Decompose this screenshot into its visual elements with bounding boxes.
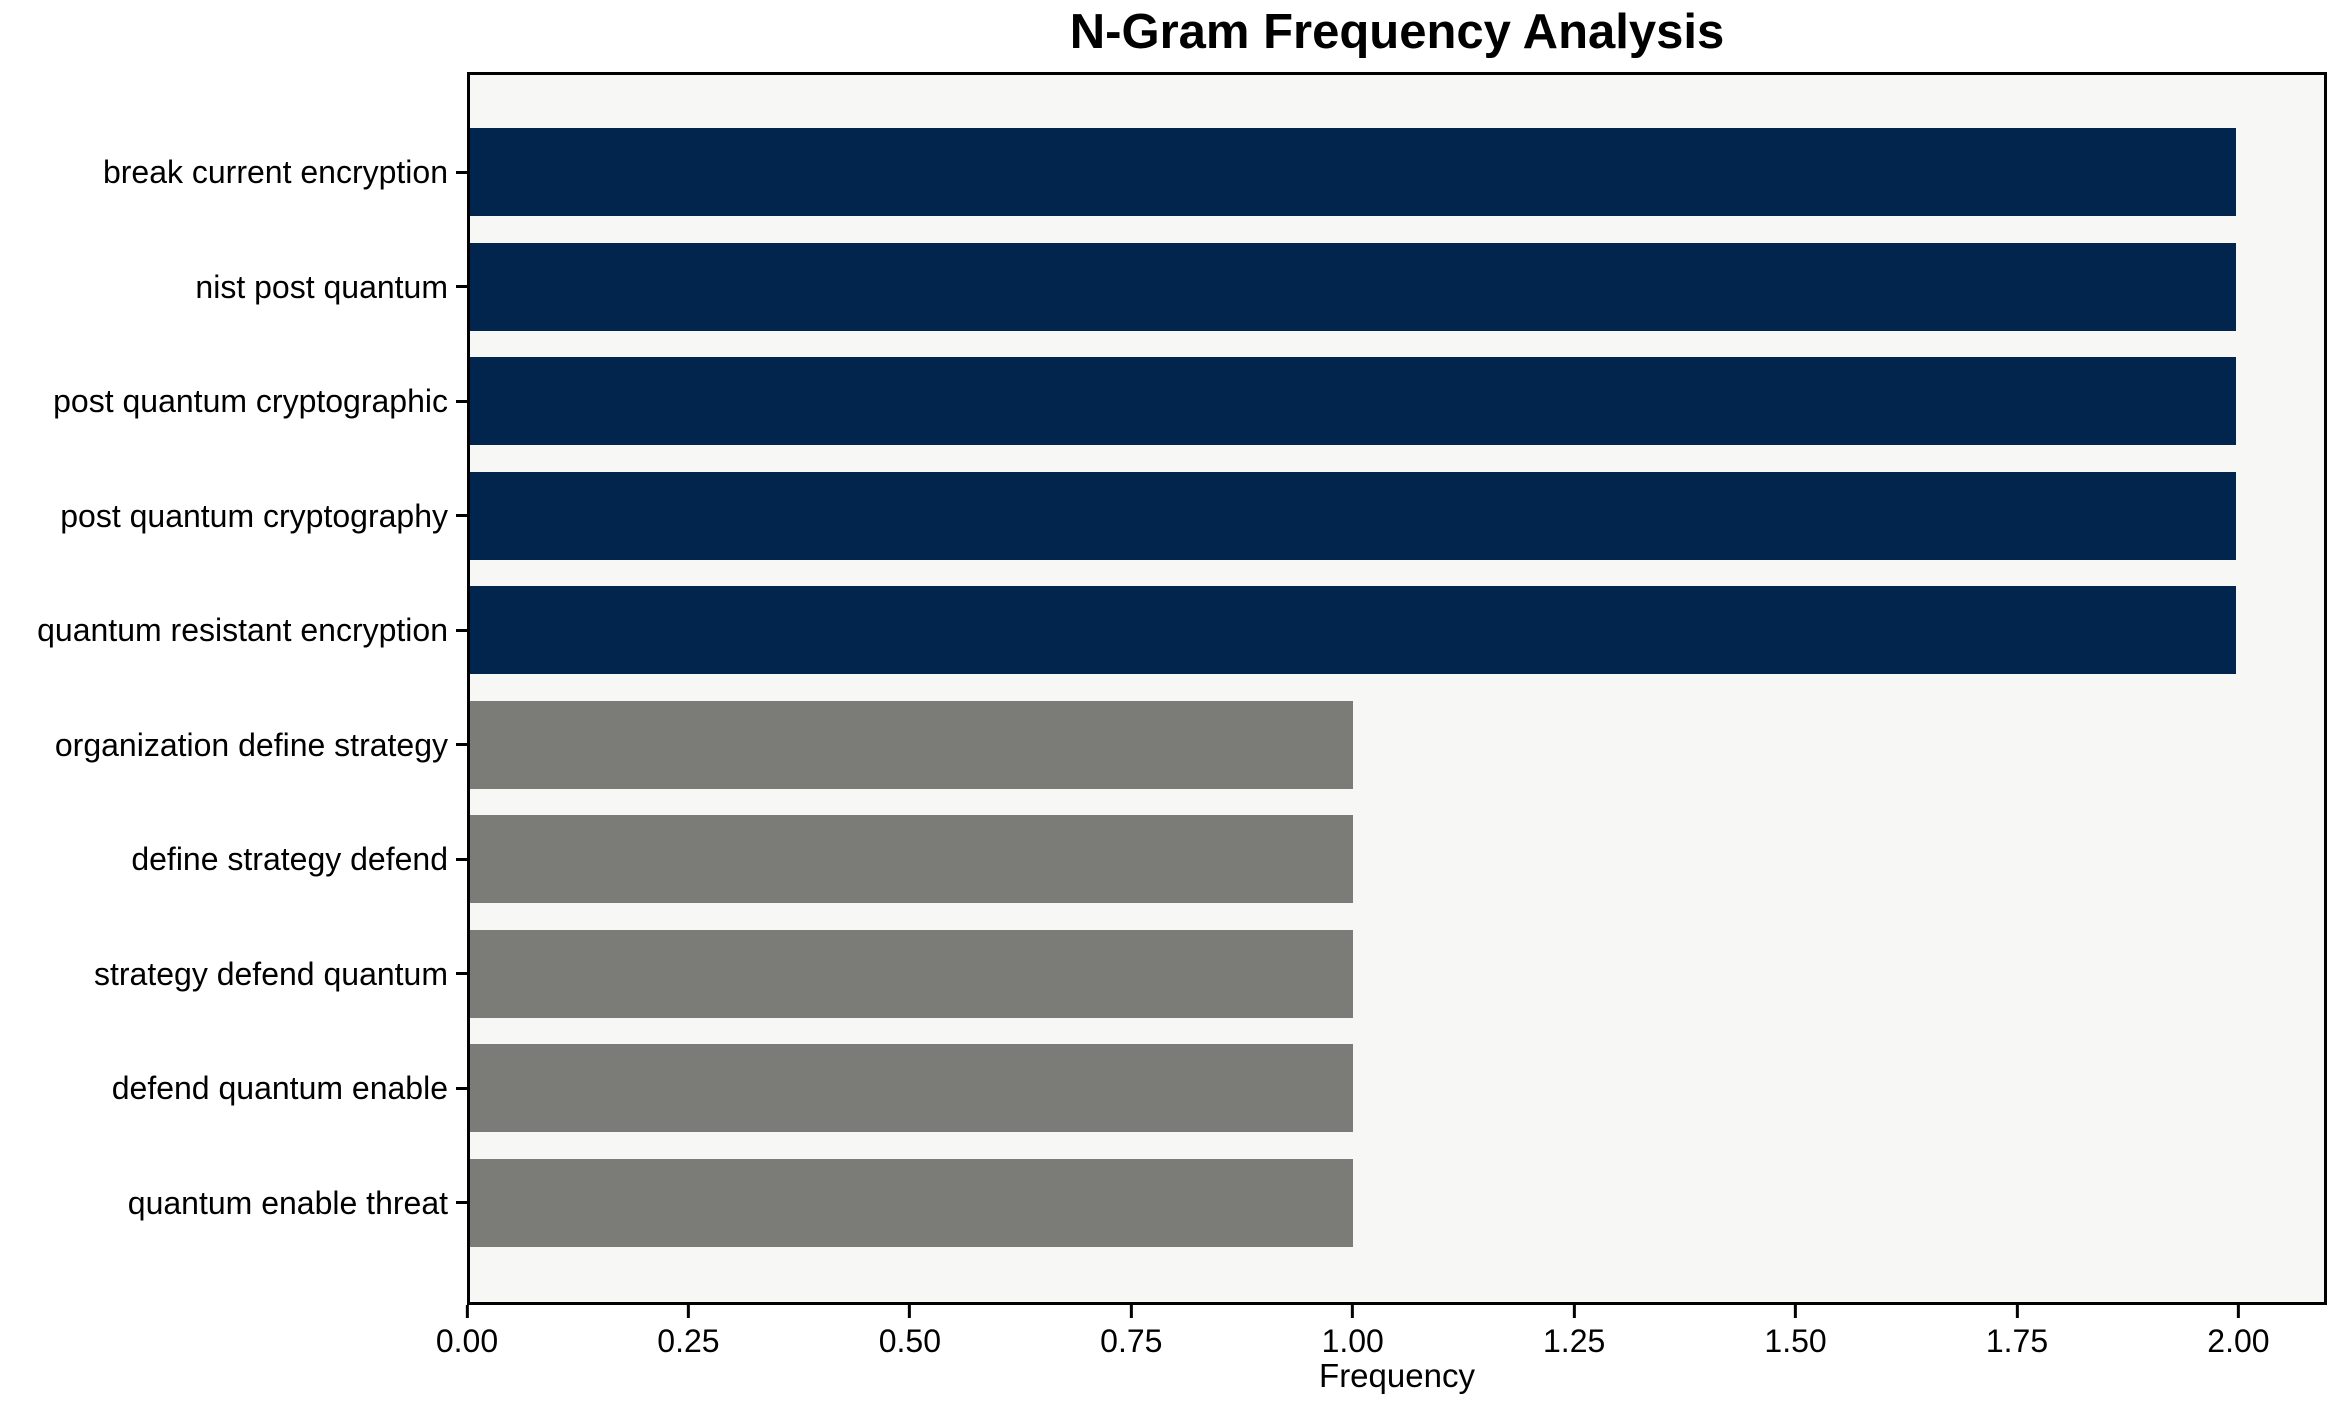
y-tick-mark	[456, 514, 467, 518]
x-tick-label: 0.00	[435, 1323, 499, 1359]
y-tick-label: define strategy defend	[131, 841, 448, 878]
bar	[470, 242, 2236, 331]
bar-row	[470, 344, 2324, 459]
y-tick-mark	[456, 743, 467, 747]
x-tick-mark	[1129, 1305, 1133, 1318]
bar-row	[470, 802, 2324, 917]
y-tick-label: nist post quantum	[195, 268, 448, 305]
y-tick-mark	[456, 399, 467, 403]
x-tick-mark	[1794, 1305, 1798, 1318]
x-tick-mark	[465, 1305, 469, 1318]
x-tick: 0.50	[879, 1305, 941, 1357]
bar-row	[470, 230, 2324, 345]
bar-row	[470, 917, 2324, 1032]
x-tick-label: 2.00	[2207, 1323, 2270, 1359]
plot-area	[467, 72, 2327, 1305]
x-axis-label: Frequency	[1319, 1357, 1475, 1394]
bars-container	[470, 75, 2324, 1302]
x-tick-mark	[2236, 1305, 2240, 1318]
bar	[470, 1044, 1353, 1133]
y-tick-row: quantum enable threat	[0, 1146, 467, 1261]
x-tick: 1.25	[1543, 1305, 1605, 1357]
y-tick-label: post quantum cryptographic	[53, 383, 448, 420]
bar-row	[470, 115, 2324, 230]
bar-row	[470, 1031, 2324, 1146]
bar	[470, 586, 2236, 675]
bar	[470, 815, 1353, 904]
x-axis-ticks: 0.00 0.25 0.50 0.75 1.00 1.25 1.50 1.75 2.00	[436, 1305, 2327, 1365]
y-tick-mark	[456, 628, 467, 632]
bar-row	[470, 1146, 2324, 1261]
bar	[470, 471, 2236, 560]
y-tick-row: break current encryption	[0, 115, 467, 230]
x-tick-label: 1.50	[1764, 1323, 1827, 1359]
x-tick-label: 0.25	[657, 1323, 720, 1359]
y-tick-row: strategy defend quantum	[0, 917, 467, 1032]
chart-title: N-Gram Frequency Analysis	[1069, 5, 1725, 59]
bar-row	[470, 573, 2324, 688]
x-tick-mark	[686, 1305, 690, 1318]
y-tick-label: quantum resistant encryption	[37, 612, 448, 649]
y-tick-row: post quantum cryptography	[0, 459, 467, 574]
y-tick-mark	[456, 1201, 467, 1205]
y-tick-mark	[456, 285, 467, 289]
y-tick-mark	[456, 972, 467, 976]
y-tick-mark	[456, 170, 467, 174]
y-tick-mark	[456, 1086, 467, 1090]
y-tick-label: quantum enable threat	[127, 1184, 448, 1221]
y-tick-row: nist post quantum	[0, 230, 467, 345]
y-tick-label: defend quantum enable	[111, 1070, 448, 1107]
y-tick-row: defend quantum enable	[0, 1031, 467, 1146]
x-tick: 0.00	[436, 1305, 498, 1357]
x-tick-mark	[908, 1305, 912, 1318]
y-tick-label: strategy defend quantum	[93, 955, 448, 992]
y-tick-row: post quantum cryptographic	[0, 344, 467, 459]
x-tick-mark	[1572, 1305, 1576, 1318]
y-tick-label: post quantum cryptography	[60, 497, 448, 534]
x-tick: 0.25	[657, 1305, 720, 1359]
x-tick: 1.00	[1322, 1305, 1384, 1357]
bar	[470, 929, 1353, 1018]
y-tick-row: organization define strategy	[0, 688, 467, 803]
x-tick-label: 1.75	[1985, 1323, 2049, 1359]
x-tick: 1.75	[1986, 1305, 2048, 1357]
x-tick-label: 1.00	[1321, 1323, 1384, 1359]
x-tick-label: 1.25	[1543, 1323, 1606, 1359]
y-tick-row: quantum resistant encryption	[0, 573, 467, 688]
x-tick: 0.75	[1100, 1305, 1162, 1357]
y-axis-labels: break current encryption nist post quantu…	[0, 75, 467, 1302]
y-tick-label: organization define strategy	[54, 726, 448, 763]
bar-row	[470, 459, 2324, 574]
bar	[470, 128, 2236, 217]
bar	[470, 357, 2236, 446]
bar	[470, 700, 1353, 789]
x-tick-mark	[2015, 1305, 2019, 1318]
y-tick-row: define strategy defend	[0, 802, 467, 917]
y-tick-mark	[456, 857, 467, 861]
y-tick-label: break current encryption	[102, 154, 448, 191]
x-tick-label: 0.75	[1100, 1323, 1163, 1359]
x-tick: 2.00	[2207, 1305, 2270, 1359]
bar	[470, 1158, 1353, 1247]
x-tick-mark	[1351, 1305, 1355, 1318]
bar-row	[470, 688, 2324, 803]
x-tick: 1.50	[1764, 1305, 1827, 1359]
x-tick-label: 0.50	[878, 1323, 941, 1359]
